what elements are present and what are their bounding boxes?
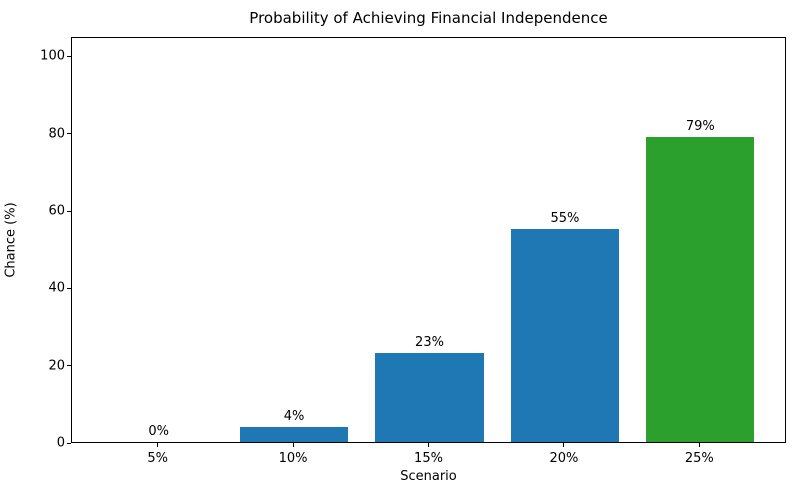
y-tick-label: 80 (48, 126, 65, 142)
chart-title: Probability of Achieving Financial Indep… (249, 9, 608, 27)
y-tick-mark (67, 55, 71, 57)
bar-value-label: 23% (415, 335, 444, 351)
bar-10% (239, 426, 349, 442)
y-tick-mark (67, 210, 71, 212)
x-tick-label: 15% (414, 451, 443, 466)
bar-value-label: 55% (550, 211, 580, 227)
plot-area: 0% 4% 23% 55% 79% (71, 37, 786, 443)
y-tick-mark (67, 365, 71, 367)
y-tick-label: 100 (40, 48, 65, 64)
y-tick-label: 40 (48, 280, 65, 296)
y-tick-label: 0 (56, 435, 65, 451)
x-axis-label: Scenario (400, 469, 457, 484)
x-tick-mark (563, 443, 565, 447)
bar-20% (510, 229, 620, 442)
bar-value-label: 4% (283, 408, 305, 424)
y-tick-mark (67, 442, 71, 444)
x-tick-mark (428, 443, 429, 447)
bar-value-label: 0% (148, 424, 169, 439)
bar-25% (646, 136, 755, 442)
y-tick-label: 20 (48, 358, 65, 374)
x-tick-mark (157, 443, 159, 447)
y-axis-label: Chance (%) (3, 202, 19, 278)
y-tick-mark (67, 133, 71, 135)
x-tick-label: 5% (147, 451, 168, 466)
y-tick-mark (67, 287, 71, 289)
x-tick-mark (292, 443, 294, 447)
x-tick-label: 20% (549, 451, 579, 466)
bar-15% (375, 353, 484, 442)
bar-value-label: 79% (685, 118, 715, 134)
x-tick-label: 25% (684, 451, 714, 466)
y-tick-label: 60 (48, 203, 65, 219)
x-tick-mark (698, 443, 700, 447)
x-tick-label: 10% (278, 451, 308, 466)
